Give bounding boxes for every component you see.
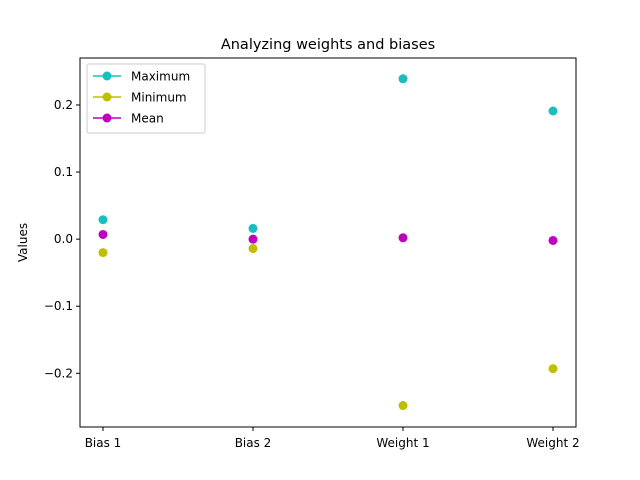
y-tick-label: 0.0 [54, 232, 73, 246]
data-point-maximum [548, 106, 558, 116]
legend: Maximum Minimum Mean [86, 63, 206, 134]
legend-box [86, 63, 206, 134]
plot-area-frame [79, 57, 577, 428]
x-tick-label: Bias 2 [235, 436, 272, 450]
y-tick-label: 0.1 [54, 165, 73, 179]
data-point-mean [398, 233, 408, 243]
data-point-maximum [398, 74, 408, 84]
data-point-minimum [548, 364, 558, 374]
data-point-minimum [98, 248, 108, 258]
y-tick-label: −0.1 [44, 299, 73, 313]
data-point-mean [98, 229, 108, 239]
data-point-mean [248, 234, 258, 244]
data-point-maximum [98, 215, 108, 225]
legend-marker-mean [102, 113, 112, 123]
y-axis-ticks: −0.2 −0.1 0.0 0.1 0.2 [44, 98, 80, 380]
data-point-minimum [248, 244, 258, 254]
y-tick-label: 0.2 [54, 98, 73, 112]
data-point-mean [548, 235, 558, 245]
x-axis-ticks: Bias 1 Bias 2 Weight 1 Weight 2 [85, 427, 580, 450]
y-axis-label: Values [16, 223, 30, 262]
data-point-maximum [248, 223, 258, 233]
legend-marker-minimum [102, 92, 112, 102]
y-tick-label: −0.2 [44, 366, 73, 380]
x-tick-label: Bias 1 [85, 436, 122, 450]
legend-label-minimum: Minimum [131, 91, 187, 105]
legend-marker-maximum [102, 71, 112, 81]
x-tick-label: Weight 2 [526, 436, 579, 450]
x-tick-label: Weight 1 [376, 436, 429, 450]
data-points [98, 74, 558, 411]
legend-label-maximum: Maximum [131, 70, 190, 84]
legend-label-mean: Mean [131, 112, 164, 126]
data-point-minimum [398, 401, 408, 411]
chart-title: Analyzing weights and biases [221, 37, 435, 53]
